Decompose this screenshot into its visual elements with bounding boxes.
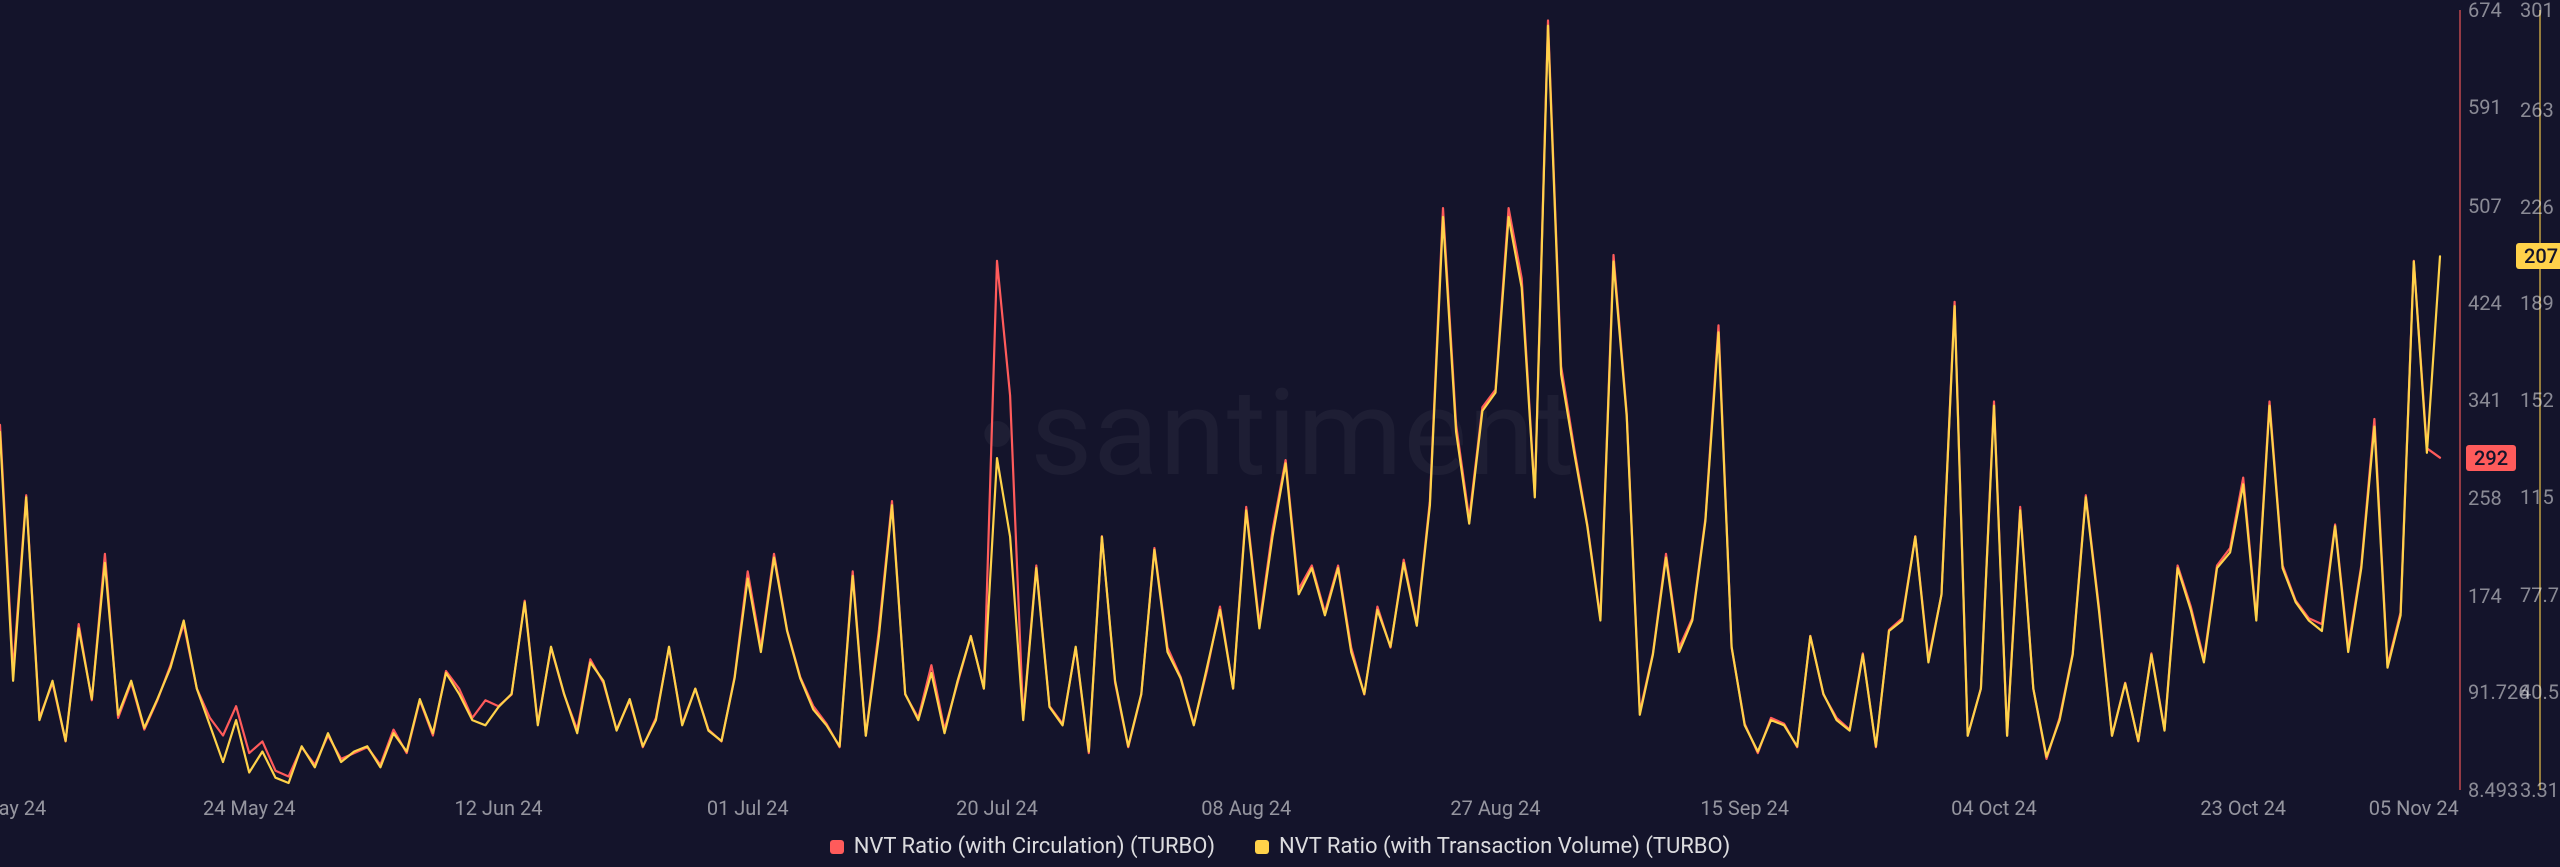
y2-tick-label: 3.318 <box>2520 778 2560 802</box>
y2-tick-label: 226 <box>2520 195 2554 219</box>
y2-tick-label: 152 <box>2520 388 2554 412</box>
x-tick-label: 05 Nov 24 <box>2369 796 2459 820</box>
x-tick-label: 20 Jul 24 <box>956 796 1038 820</box>
x-tick-label: 05 May 24 <box>0 796 46 820</box>
legend-label-1: NVT Ratio (with Circulation) (TURBO) <box>854 834 1215 859</box>
y1-tick-label: 591 <box>2468 95 2502 119</box>
legend-swatch-2 <box>1255 840 1269 854</box>
x-tick-label: 12 Jun 24 <box>454 796 542 820</box>
y1-tick-label: 507 <box>2468 194 2502 218</box>
x-tick-label: 23 Oct 24 <box>2200 796 2286 820</box>
y2-tick-label: 115 <box>2520 485 2554 509</box>
y1-tick-label: 674 <box>2468 0 2502 22</box>
series-path-nvt_txvol <box>0 26 2440 783</box>
y2-tick-label: 77.785 <box>2520 583 2560 607</box>
y2-tick-label: 189 <box>2520 291 2554 315</box>
y1-tick-label: 258 <box>2468 486 2502 510</box>
series-path-nvt_circulation <box>0 21 2440 777</box>
y1-tick-label: 174 <box>2468 584 2502 608</box>
x-tick-label: 24 May 24 <box>203 796 296 820</box>
nvt-chart[interactable]: santiment 05 May 2424 May 2412 Jun 2401 … <box>0 0 2560 867</box>
series-2-current-badge: 207 <box>2516 243 2560 269</box>
y1-tick-label: 341 <box>2468 388 2502 412</box>
chart-svg <box>0 0 2560 867</box>
legend-item-1: NVT Ratio (with Circulation) (TURBO) <box>830 834 1215 859</box>
chart-legend: NVT Ratio (with Circulation) (TURBO) NVT… <box>0 834 2560 859</box>
legend-item-2: NVT Ratio (with Transaction Volume) (TUR… <box>1255 834 1730 859</box>
series-1-current-badge: 292 <box>2466 445 2516 471</box>
x-tick-label: 27 Aug 24 <box>1450 796 1540 820</box>
y1-tick-label: 424 <box>2468 291 2502 315</box>
x-tick-label: 04 Oct 24 <box>1951 796 2037 820</box>
legend-swatch-1 <box>830 840 844 854</box>
y1-tick-label: 8.493 <box>2468 778 2518 802</box>
y2-tick-label: 301 <box>2520 0 2554 22</box>
x-tick-label: 01 Jul 24 <box>707 796 789 820</box>
x-tick-label: 08 Aug 24 <box>1201 796 1291 820</box>
x-tick-label: 15 Sep 24 <box>1700 796 1789 820</box>
y2-tick-label: 40.551 <box>2520 680 2560 704</box>
legend-label-2: NVT Ratio (with Transaction Volume) (TUR… <box>1279 834 1730 859</box>
y2-tick-label: 263 <box>2520 98 2554 122</box>
series-group <box>0 21 2440 784</box>
